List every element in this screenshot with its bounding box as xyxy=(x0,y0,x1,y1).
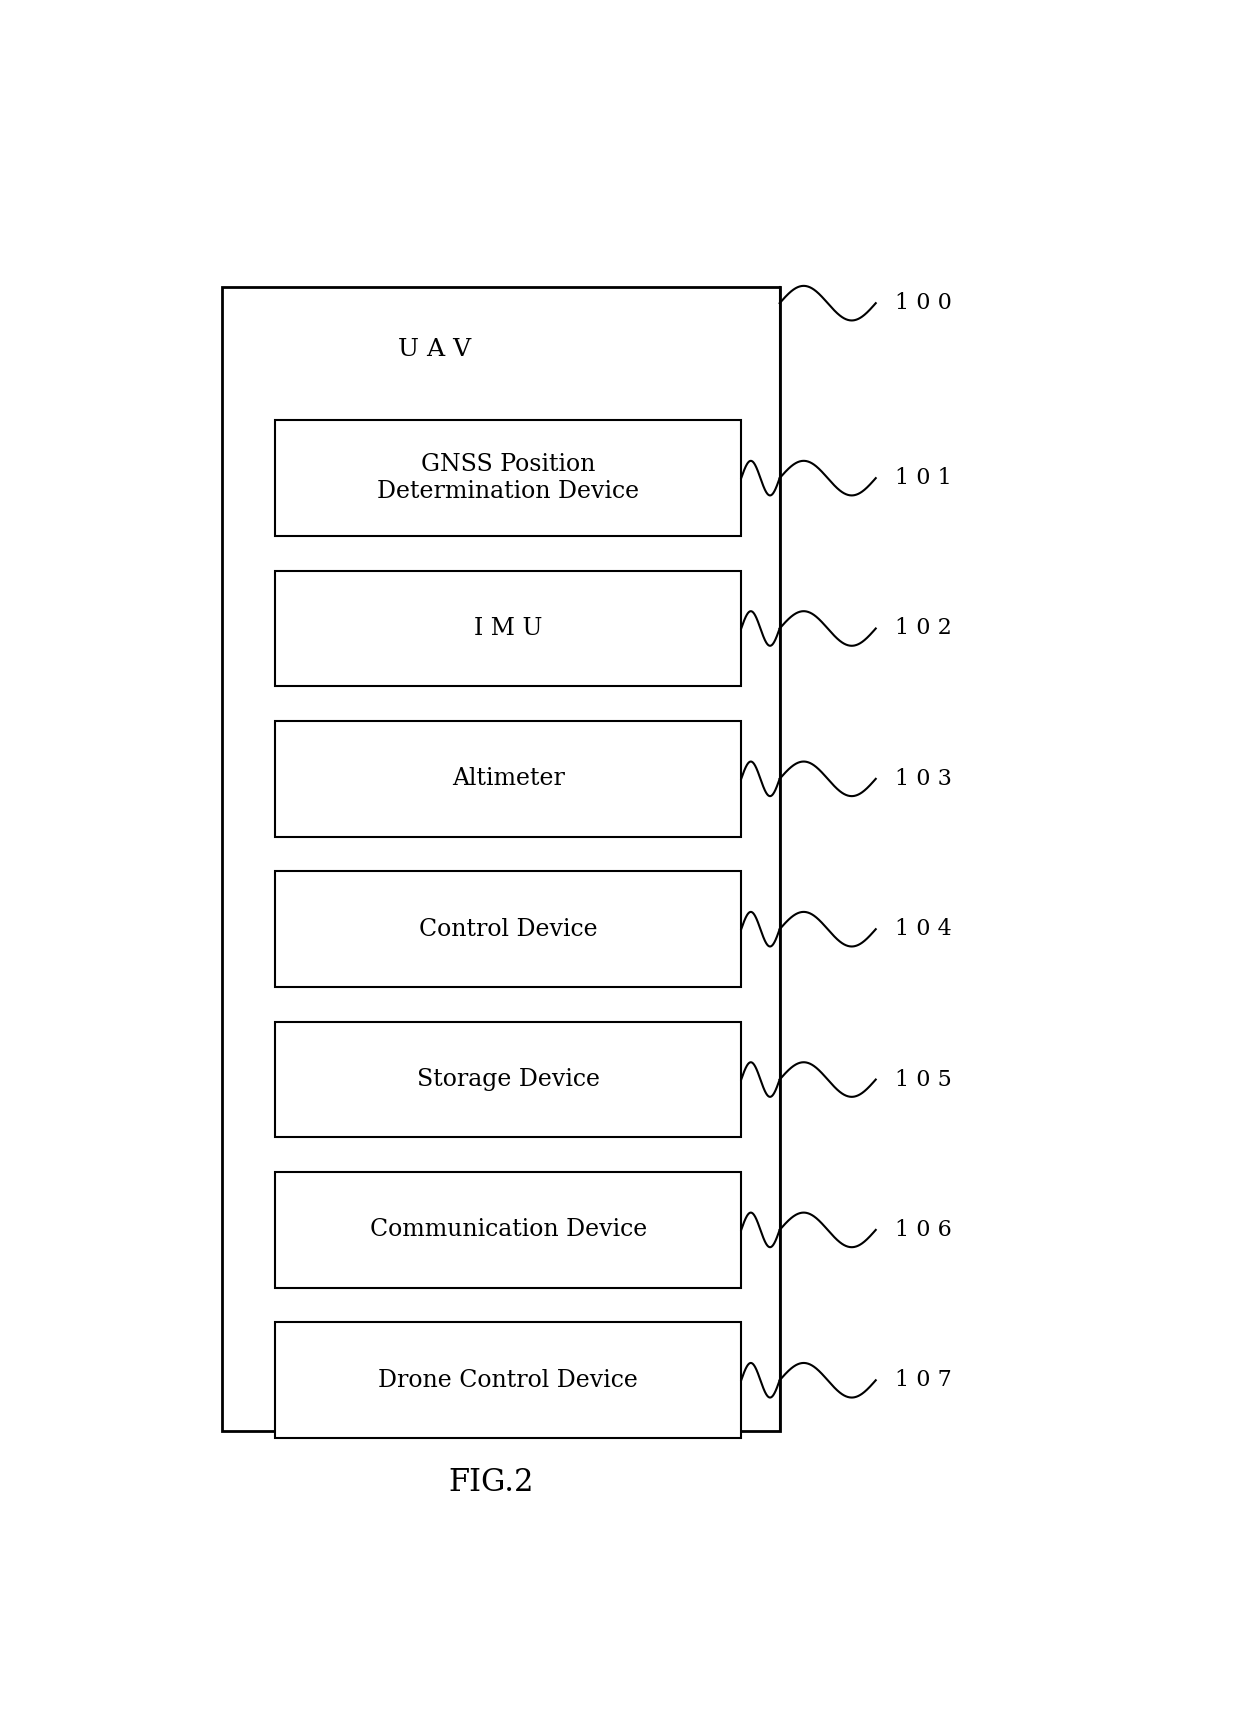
Bar xyxy=(275,871,742,987)
Bar xyxy=(275,570,742,686)
Text: Storage Device: Storage Device xyxy=(417,1068,600,1090)
Bar xyxy=(275,1021,742,1137)
Text: 1 0 6: 1 0 6 xyxy=(895,1218,952,1241)
Text: Control Device: Control Device xyxy=(419,918,598,940)
Text: I M U: I M U xyxy=(474,617,542,639)
Text: FIG.2: FIG.2 xyxy=(449,1467,534,1498)
Text: Communication Device: Communication Device xyxy=(370,1218,647,1241)
Text: 1 0 5: 1 0 5 xyxy=(895,1068,952,1090)
Text: U A V: U A V xyxy=(398,337,471,361)
Bar xyxy=(275,1172,742,1287)
Text: 1 0 1: 1 0 1 xyxy=(895,467,952,489)
Bar xyxy=(275,420,742,536)
Text: 1 0 4: 1 0 4 xyxy=(895,918,952,940)
Text: 1 0 0: 1 0 0 xyxy=(895,292,952,314)
Text: Altimeter: Altimeter xyxy=(451,767,564,790)
Bar xyxy=(222,287,780,1431)
Text: 1 0 3: 1 0 3 xyxy=(895,767,952,790)
Text: 1 0 7: 1 0 7 xyxy=(895,1369,952,1391)
Text: 1 0 2: 1 0 2 xyxy=(895,617,952,639)
Text: Drone Control Device: Drone Control Device xyxy=(378,1369,639,1391)
Bar xyxy=(275,1322,742,1438)
Text: GNSS Position
Determination Device: GNSS Position Determination Device xyxy=(377,453,640,503)
Bar xyxy=(275,721,742,836)
